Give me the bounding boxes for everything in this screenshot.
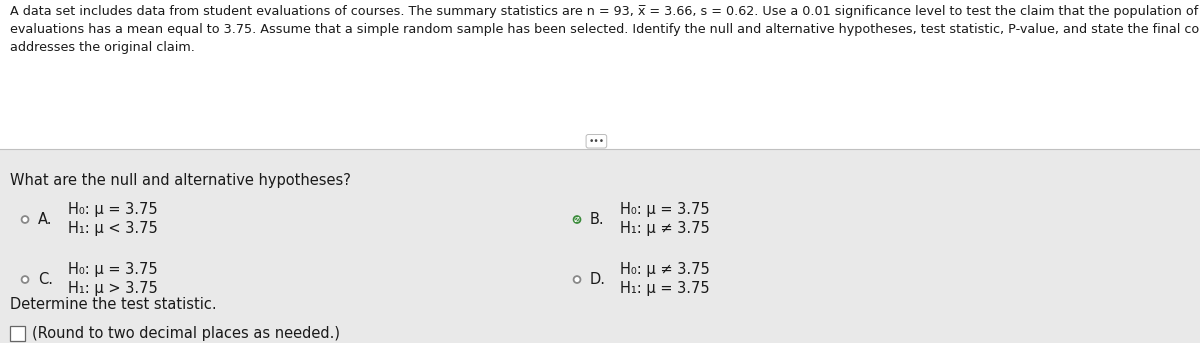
- Text: H₁: μ < 3.75: H₁: μ < 3.75: [68, 221, 158, 236]
- Text: A data set includes data from student evaluations of courses. The summary statis: A data set includes data from student ev…: [10, 5, 1200, 54]
- Text: H₀: μ = 3.75: H₀: μ = 3.75: [68, 202, 157, 217]
- Text: D.: D.: [590, 272, 606, 287]
- Text: H₀: μ = 3.75: H₀: μ = 3.75: [68, 262, 157, 277]
- Text: H₁: μ ≠ 3.75: H₁: μ ≠ 3.75: [620, 221, 710, 236]
- Ellipse shape: [22, 276, 29, 283]
- Text: C.: C.: [38, 272, 53, 287]
- Text: (Round to two decimal places as needed.): (Round to two decimal places as needed.): [32, 326, 341, 341]
- Ellipse shape: [22, 216, 29, 223]
- Bar: [10, 326, 25, 341]
- Text: What are the null and alternative hypotheses?: What are the null and alternative hypoth…: [10, 173, 350, 188]
- Text: A.: A.: [38, 212, 53, 227]
- Text: B.: B.: [590, 212, 605, 227]
- Text: Determine the test statistic.: Determine the test statistic.: [10, 297, 216, 312]
- Ellipse shape: [574, 216, 581, 223]
- Text: H₀: μ ≠ 3.75: H₀: μ ≠ 3.75: [620, 262, 710, 277]
- Bar: [0, 149, 1200, 343]
- Text: H₀: μ = 3.75: H₀: μ = 3.75: [620, 202, 709, 217]
- Text: ✓: ✓: [572, 214, 581, 225]
- Text: H₁: μ > 3.75: H₁: μ > 3.75: [68, 281, 158, 296]
- Text: •••: •••: [588, 137, 605, 146]
- Ellipse shape: [575, 218, 578, 222]
- Text: H₁: μ = 3.75: H₁: μ = 3.75: [620, 281, 709, 296]
- Ellipse shape: [574, 276, 581, 283]
